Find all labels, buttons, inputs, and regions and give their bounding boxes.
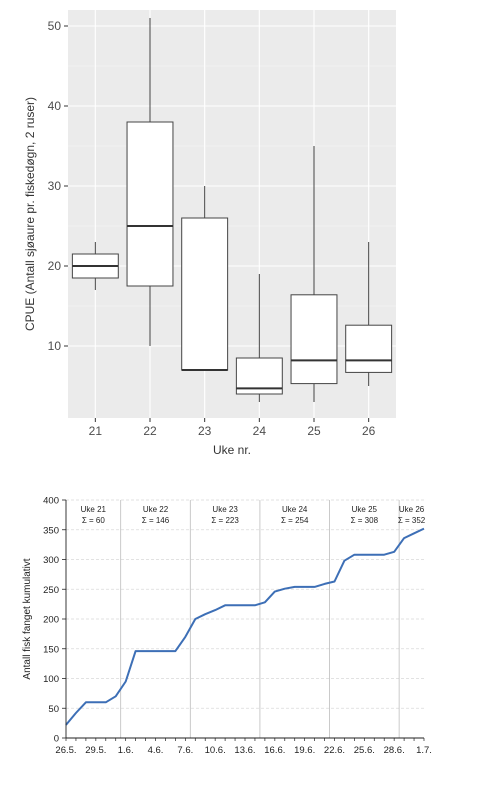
box-week-25 [290, 146, 338, 402]
box-y-axis-title: CPUE (Antall sjøaure pr. fiskedøgn, 2 ru… [23, 97, 37, 331]
cumulative-catch-line [65, 527, 425, 726]
week-annotations: Uke 21 Σ = 60 Uke 22 Σ = 146 Uke 23 Σ = 223 Uk… [81, 505, 426, 525]
box-iqr-rect [126, 121, 174, 287]
cpue-boxplot-chart: 10 20 30 40 50 21 22 23 24 25 26 Uke nr. CPUE (Ant… [23, 10, 396, 457]
box-iqr-rect [181, 217, 229, 371]
cum-x-tick-label: 10.6. [205, 745, 226, 756]
cum-x-tick-label: 22.6. [324, 745, 345, 756]
cum-y-tick-label: 50 [48, 704, 59, 715]
box-y-tick-label: 30 [48, 179, 62, 193]
box-week-24 [235, 274, 283, 402]
cum-y-tick-label: 400 [43, 496, 59, 507]
cumulative-series [65, 527, 425, 726]
box-plot-panel [68, 10, 396, 418]
cum-x-tick-label: 1.7. [416, 745, 432, 756]
cum-y-tick-label: 100 [43, 674, 59, 685]
box-iqr-rect [345, 324, 393, 373]
box-week-23 [181, 186, 229, 371]
week-annotation-label: Uke 21 [81, 505, 107, 514]
cum-y-tick-label: 200 [43, 615, 59, 626]
week-annotation-sum: Σ = 308 [351, 516, 379, 525]
cum-x-tick-label: 26.5. [55, 745, 76, 756]
cum-y-tick-label: 150 [43, 644, 59, 655]
cum-x-tick-label: 25.6. [354, 745, 375, 756]
week-separators [120, 500, 400, 738]
box-x-tick-label: 22 [143, 424, 157, 438]
cum-y-tick-label: 0 [54, 734, 59, 745]
week-annotation-sum: Σ = 223 [211, 516, 239, 525]
week-annotation-sum: Σ = 146 [142, 516, 170, 525]
box-week-22 [126, 18, 174, 346]
cumulative-catch-chart: Uke 21 Σ = 60 Uke 22 Σ = 146 Uke 23 Σ = 223 Uk… [22, 496, 432, 757]
cum-y-tick-label: 300 [43, 555, 59, 566]
box-x-tick-label: 23 [198, 424, 212, 438]
box-plot-axes: 10 20 30 40 50 21 22 23 24 25 26 [48, 19, 376, 438]
box-x-tick-label: 21 [89, 424, 103, 438]
box-x-tick-label: 24 [253, 424, 267, 438]
week-annotation-label: Uke 23 [212, 505, 238, 514]
cum-x-tick-label: 28.6. [384, 745, 405, 756]
box-week-26 [345, 242, 393, 386]
week-annotation-label: Uke 25 [352, 505, 378, 514]
box-x-axis-title: Uke nr. [213, 443, 251, 457]
box-y-tick-label: 40 [48, 99, 62, 113]
box-iqr-rect [290, 294, 338, 385]
box-y-tick-label: 50 [48, 19, 62, 33]
week-annotation-sum: Σ = 60 [82, 516, 106, 525]
cum-x-tick-label: 7.6. [177, 745, 193, 756]
cum-x-tick-label: 29.5. [85, 745, 106, 756]
box-x-tick-label: 26 [362, 424, 376, 438]
cum-y-tick-label: 250 [43, 585, 59, 596]
cum-x-tick-label: 1.6. [118, 745, 134, 756]
cumulative-axes: 0 50 100 150 200 250 300 350 400 26.5. 29.5. 1.6. 4.… [43, 496, 432, 757]
cum-x-tick-label: 4.6. [148, 745, 164, 756]
cum-y-axis-title: Antall fisk fanget kumulativt [22, 558, 33, 679]
week-annotation-sum: Σ = 254 [281, 516, 309, 525]
box-plot-boxes [71, 18, 393, 402]
week-annotation-label: Uke 24 [282, 505, 308, 514]
box-x-tick-label: 25 [307, 424, 321, 438]
cum-x-tick-label: 19.6. [294, 745, 315, 756]
cum-x-tick-label: 16.6. [264, 745, 285, 756]
cumulative-grid [66, 499, 424, 709]
box-y-tick-label: 10 [48, 339, 62, 353]
cum-y-tick-label: 350 [43, 525, 59, 536]
cum-x-tick-label: 13.6. [234, 745, 255, 756]
week-annotation-sum: Σ = 352 [398, 516, 426, 525]
box-y-tick-label: 20 [48, 259, 62, 273]
week-annotation-label: Uke 22 [143, 505, 169, 514]
box-week-21 [71, 242, 119, 290]
week-annotation-label: Uke 26 [399, 505, 425, 514]
